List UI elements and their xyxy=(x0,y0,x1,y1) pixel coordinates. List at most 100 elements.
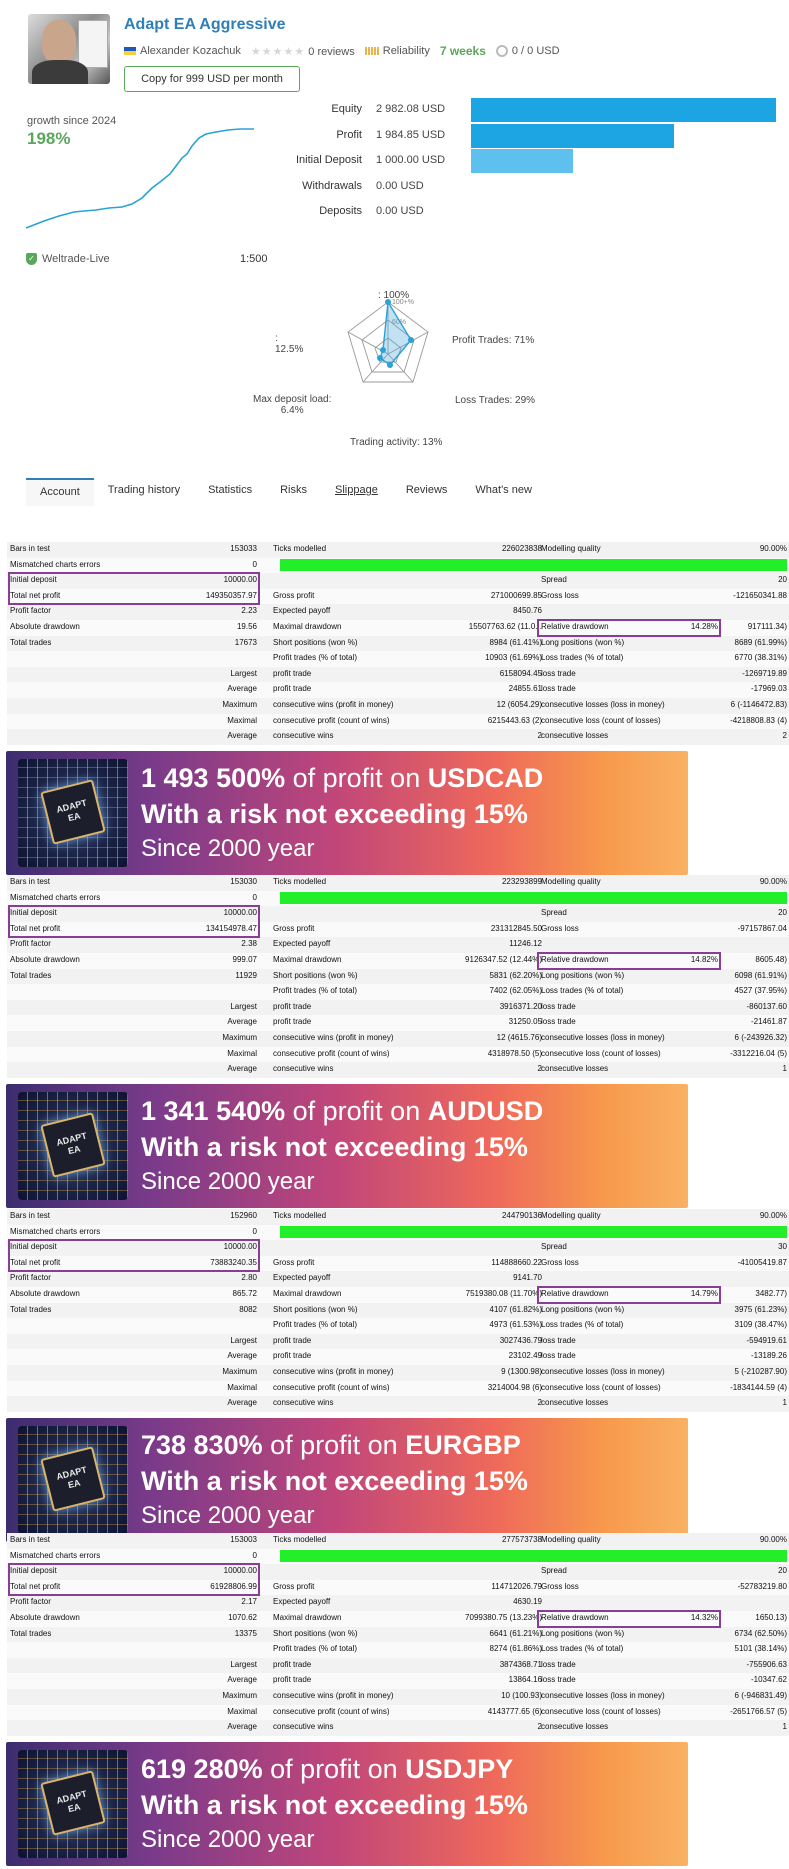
banner-pair: USDJPY xyxy=(405,1753,514,1784)
banner-since-line: Since 2000 year xyxy=(141,1825,315,1853)
report-cell: 10903 (61.69%) xyxy=(485,653,542,663)
stat-row-withdrawals: Withdrawals 0.00 USD xyxy=(276,175,776,199)
report-row: Maximum consecutive wins (profit in money… xyxy=(7,1365,789,1381)
reliability-label: Reliability xyxy=(382,45,430,57)
stat-label: Initial Deposit xyxy=(295,154,362,166)
report-row: Average consecutive wins 2 consecutive loss… xyxy=(7,729,789,745)
report-cell: Gross profit xyxy=(273,1257,315,1267)
report-cell: consecutive losses xyxy=(541,1064,609,1074)
report-cell: Long positions (won %) xyxy=(541,1304,625,1314)
report-cell: profit trade xyxy=(273,1335,312,1345)
report-row: Largest profit trade 3874368.71 loss trade -… xyxy=(7,1657,789,1674)
report-cell: Average xyxy=(227,731,257,741)
avatar-whiteboard xyxy=(78,20,108,68)
report-row: Initial deposit 10000.00 Spread 20 xyxy=(7,1564,789,1580)
ai-chip-image: ADAPT EA xyxy=(18,758,128,867)
report-cell: consecutive losses xyxy=(541,731,609,741)
report-cell: Spread xyxy=(541,575,567,585)
report-cell: 226023838 xyxy=(501,544,542,553)
report-cell: 7402 (62.05%) xyxy=(489,986,542,996)
report-cell: 6 (-946831.49) xyxy=(734,1691,787,1700)
report-cell: 3874368.71 xyxy=(499,1659,542,1669)
report-cell: 2 xyxy=(537,1722,542,1732)
report-cell: Absolute drawdown xyxy=(10,1289,80,1298)
stat-row-profit: Profit 1 984.85 USD xyxy=(276,123,776,148)
highlight-deposit-profit xyxy=(8,1239,260,1273)
tab-account[interactable]: Account xyxy=(26,478,94,506)
radar-label-max-deposit-load: Max deposit load: 6.4% xyxy=(253,394,332,416)
copy-signal-button[interactable]: Copy for 999 USD per month xyxy=(124,66,300,92)
report-cell: Gross loss xyxy=(541,1257,579,1267)
report-cell: -121650341.88 xyxy=(733,590,787,600)
report-cell: consecutive losses (loss in money) xyxy=(541,1367,665,1376)
report-cell: 153030 xyxy=(230,877,257,886)
banner-pair: USDCAD xyxy=(427,762,544,793)
report-cell: 3109 (38.47%) xyxy=(734,1320,787,1330)
report-cell: -2651766.57 (5) xyxy=(730,1706,787,1716)
tab-statistics[interactable]: Statistics xyxy=(208,484,253,496)
report-row: Total net profit 149350357.97 Gross profit… xyxy=(7,588,789,605)
report-cell: Maximum xyxy=(222,700,257,709)
tab-slippage[interactable]: Slippage xyxy=(335,484,378,496)
report-cell: 3975 (61.23%) xyxy=(734,1304,787,1314)
report-cell: 7519380.08 (11.70%) xyxy=(465,1289,542,1298)
signal-title[interactable]: Adapt EA Aggressive xyxy=(124,16,286,33)
modelling-quality-bar xyxy=(280,558,787,571)
report-cell: Loss trades (% of total) xyxy=(541,986,624,996)
report-cell: Average xyxy=(227,684,257,694)
report-cell: Initial deposit xyxy=(10,575,57,585)
banner-percent: 738 830% xyxy=(141,1429,263,1460)
report-cell: Largest xyxy=(230,668,257,678)
tab-what-s-new[interactable]: What's new xyxy=(475,484,532,496)
report-cell: 2.38 xyxy=(241,939,257,949)
report-cell: Ticks modelled xyxy=(273,1211,327,1220)
rating[interactable]: ★★★★★ 0 reviews xyxy=(251,45,355,58)
report-cell: consecutive profit (count of wins) xyxy=(273,715,390,725)
tab-reviews[interactable]: Reviews xyxy=(405,484,448,496)
report-cell: Average xyxy=(227,1351,257,1361)
report-cell: Gross loss xyxy=(541,923,579,933)
backtest-report-3: Bars in test 152960 Ticks modelled 24479013… xyxy=(0,1209,789,1542)
report-cell: 6158094.45 xyxy=(499,668,542,678)
report-cell: profit trade xyxy=(273,1017,312,1027)
report-cell: -1269719.89 xyxy=(742,668,787,678)
author-link[interactable]: Alexander Kozachuk xyxy=(124,45,241,57)
broker[interactable]: ✓ Weltrade-Live xyxy=(26,253,110,265)
report-row: Average consecutive wins 2 consecutive loss… xyxy=(7,1062,789,1078)
author-name: Alexander Kozachuk xyxy=(140,45,241,57)
report-cell: 10000.00 xyxy=(223,575,257,585)
relative-drawdown-pct: 14.28% xyxy=(690,622,718,631)
avatar[interactable] xyxy=(28,14,110,84)
report-cell: Ticks modelled xyxy=(273,1535,327,1544)
report-cell: 30 xyxy=(778,1242,787,1252)
report-cell: 7099380.75 (13.23%) xyxy=(465,1613,542,1622)
modelling-quality-bar xyxy=(280,891,787,904)
chip-text: ADAPT EA xyxy=(55,1130,88,1157)
tab-risks[interactable]: Risks xyxy=(280,484,307,496)
report-row: Average profit trade 24855.61 loss trade -17… xyxy=(7,682,789,698)
tab-trading-history[interactable]: Trading history xyxy=(107,484,181,496)
ai-chip-image: ADAPT EA xyxy=(18,1749,128,1858)
stat-value: 2 982.08 USD xyxy=(376,103,446,115)
report-cell: Initial deposit xyxy=(10,1566,57,1576)
report-cell: 1 xyxy=(782,1398,787,1408)
report-cell: consecutive loss (count of losses) xyxy=(541,1048,661,1058)
ukraine-flag-icon xyxy=(124,47,136,56)
radar-label-left: : 12.5% xyxy=(275,333,304,355)
banner-profit-on: of profit on xyxy=(292,1095,421,1126)
report-cell: profit trade xyxy=(273,1001,312,1011)
report-cell: 12 (4615.76) xyxy=(496,1033,542,1042)
report-cell: 2 xyxy=(782,731,787,741)
report-cell: 4527 (37.95%) xyxy=(734,986,787,996)
report-row: Average profit trade 23102.49 loss trade -13… xyxy=(7,1349,789,1365)
avatar-face xyxy=(42,20,76,64)
report-cell: Maximum xyxy=(222,1691,257,1700)
banner-percent: 1 493 500% xyxy=(141,762,286,793)
report-cell: Ticks modelled xyxy=(273,544,327,553)
report-cell: 6098 (61.91%) xyxy=(734,970,787,980)
report-cell: Modelling quality xyxy=(541,1535,601,1544)
report-cell: Mismatched charts errors xyxy=(10,1226,101,1236)
report-cell: 19.56 xyxy=(236,622,257,631)
report-cell: 153003 xyxy=(230,1535,257,1544)
report-cell: 4143777.65 (6) xyxy=(487,1706,542,1716)
